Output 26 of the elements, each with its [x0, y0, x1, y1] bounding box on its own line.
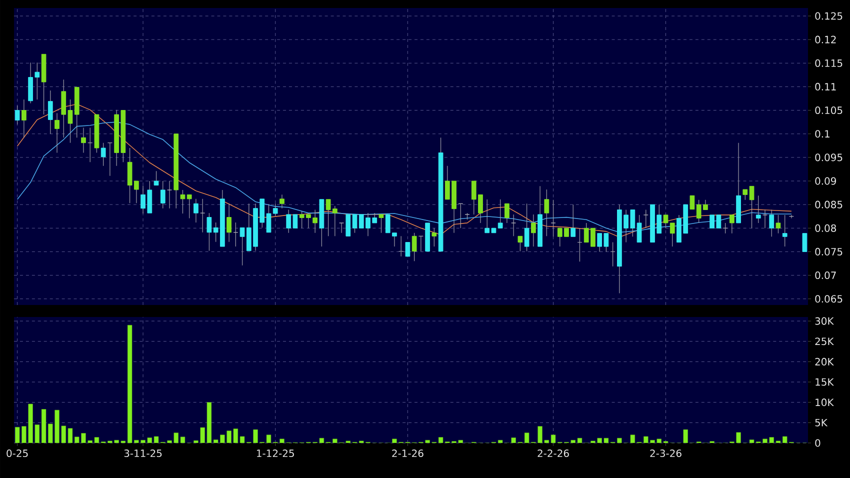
y-tick-label: 0.07: [815, 272, 836, 280]
y-tick-label: 0.105: [815, 106, 842, 114]
y-tick-label: 0.085: [815, 200, 842, 208]
y-tick-label: 10K: [816, 398, 834, 406]
y-tick-label: 0.125: [815, 12, 842, 20]
y-tick-label: 0.09: [815, 177, 836, 185]
y-tick-label: 0.095: [815, 154, 842, 162]
x-tick-label: 2-2-26: [538, 449, 569, 458]
y-tick-label: 0: [815, 439, 820, 447]
y-tick-label: 0.11: [815, 82, 836, 90]
x-tick-label: 0-25: [6, 449, 28, 458]
y-tick-label: 5K: [815, 418, 828, 426]
y-tick-label: 0.08: [815, 224, 836, 232]
y-tick-label: 0.1: [815, 130, 830, 138]
y-tick-label: 30K: [815, 317, 834, 325]
x-tick-label: 1-12-25: [257, 449, 294, 458]
y-tick-label: 0.12: [815, 36, 836, 44]
y-tick-label: 25K: [815, 338, 834, 346]
y-tick-label: 20K: [815, 358, 834, 366]
y-tick-label: 0.075: [815, 248, 842, 256]
x-tick-label: 3-11-25: [124, 449, 162, 458]
x-tick-label: 2-1-26: [392, 449, 424, 458]
y-tick-label: 0.065: [815, 295, 842, 303]
x-tick-label: 2-3-26: [650, 449, 682, 458]
y-tick-label: 0.115: [815, 59, 842, 67]
y-tick-label: 15K: [816, 378, 834, 386]
